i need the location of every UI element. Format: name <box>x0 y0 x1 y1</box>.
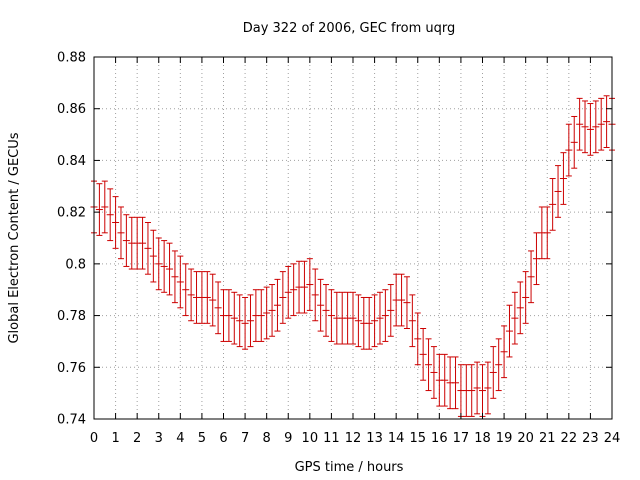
y-tick-label: 0.86 <box>57 102 86 117</box>
y-tick-label: 0.84 <box>57 154 86 169</box>
x-tick-labels: 0 1 2 3 4 5 6 7 8 9 10 11 12 13 14 15 16 17 18 19 20 21 22 23 24 <box>90 431 620 446</box>
chart-title: Day 322 of 2006, GEC from uqrg <box>243 21 456 36</box>
y-axis-label: Global Electron Content / GECUs <box>7 132 22 343</box>
y-tick-label: 0.82 <box>57 206 86 221</box>
x-tick-label: 4 <box>176 431 184 446</box>
x-tick-label: 0 <box>90 431 98 446</box>
data-points <box>90 121 616 392</box>
x-tick-label: 13 <box>366 431 383 446</box>
x-tick-label: 3 <box>155 431 163 446</box>
y-tick-labels: 0.74 0.76 0.78 0.8 0.82 0.84 0.86 0.88 <box>57 51 86 428</box>
x-tick-label: 7 <box>241 431 249 446</box>
x-tick-label: 22 <box>561 431 578 446</box>
x-tick-label: 14 <box>388 431 405 446</box>
x-tick-label: 15 <box>409 431 426 446</box>
y-tick-label: 0.76 <box>57 361 86 376</box>
tick-marks <box>93 56 613 420</box>
x-tick-label: 19 <box>496 431 513 446</box>
x-tick-label: 23 <box>582 431 599 446</box>
x-tick-label: 2 <box>133 431 141 446</box>
x-tick-label: 16 <box>431 431 448 446</box>
x-tick-label: 18 <box>474 431 491 446</box>
x-tick-label: 6 <box>219 431 227 446</box>
x-tick-label: 10 <box>302 431 319 446</box>
y-tick-label: 0.88 <box>57 51 86 66</box>
x-tick-label: 20 <box>517 431 534 446</box>
x-tick-label: 9 <box>284 431 292 446</box>
x-tick-label: 12 <box>345 431 362 446</box>
x-tick-label: 1 <box>111 431 119 446</box>
x-tick-label: 21 <box>539 431 556 446</box>
y-tick-label: 0.74 <box>57 413 86 428</box>
x-tick-label: 24 <box>604 431 621 446</box>
x-tick-label: 5 <box>198 431 206 446</box>
x-tick-label: 11 <box>323 431 340 446</box>
x-tick-label: 8 <box>263 431 271 446</box>
y-tick-label: 0.78 <box>57 309 86 324</box>
x-axis-label: GPS time / hours <box>295 460 404 475</box>
x-tick-label: 17 <box>453 431 470 446</box>
y-tick-label: 0.8 <box>65 257 86 272</box>
